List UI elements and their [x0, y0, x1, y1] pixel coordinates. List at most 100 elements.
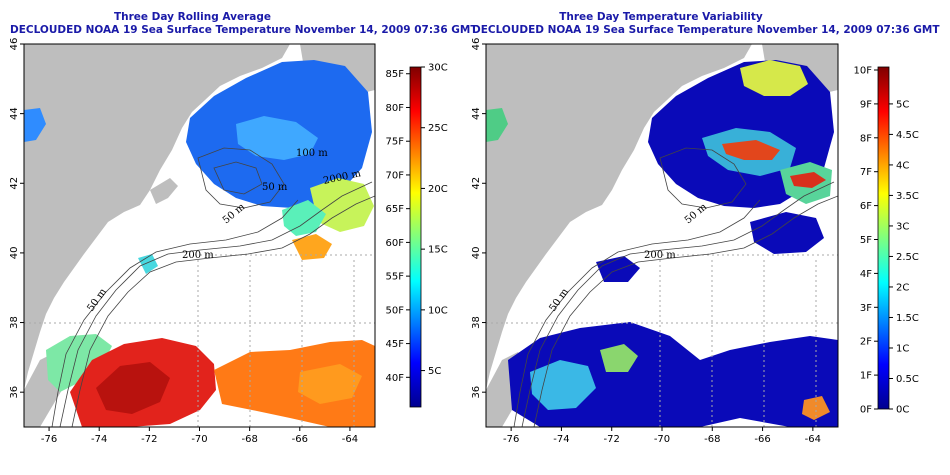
right-var-shelf-blue: [596, 256, 640, 282]
right-map-y-tick-label: 42: [471, 177, 482, 190]
left-map: 100 m 50 m 200 m 2000 m 50 m 50 m -76 -74…: [9, 38, 448, 445]
right-colorbar-c-label: 4C: [896, 160, 909, 171]
right-var-scotian-yellow: [740, 60, 808, 96]
left-colorbar-f-label: 55F: [386, 272, 405, 283]
left-colorbar-f-label: 65F: [386, 204, 405, 215]
right-map-y-tick-label: 40: [471, 247, 482, 260]
right-colorbar-c-label: 0C: [896, 405, 909, 416]
right-map-x-tick-label: -74: [553, 434, 569, 445]
right-colorbar-f-label: 2F: [860, 337, 872, 348]
right-map-x-tick-label: -76: [503, 434, 519, 445]
contour-label-3: 200 m: [182, 250, 214, 261]
right-map-x-tick-label: -64: [805, 434, 821, 445]
right-colorbar-c-label: 2C: [896, 282, 909, 293]
left-sst-slope-yellow: [310, 178, 374, 232]
right-map-x-tick-label: -68: [704, 434, 720, 445]
left-map-y-tick-label: 44: [9, 107, 20, 120]
left-sst-shelf-orange: [292, 234, 332, 260]
left-map-land: [24, 44, 290, 390]
left-map-x-tick-label: -68: [241, 434, 257, 445]
left-map-y-tick-label: 38: [9, 316, 20, 329]
right-colorbar-labels: 10F 9F 8F 7F 6F 5F 4F 3F 2F 1F 0F 5C 4.5C 4C 3.5C 3C 2.5…: [854, 66, 919, 416]
right-map-land: [486, 44, 752, 390]
left-map-x-tick-label: -76: [41, 434, 57, 445]
right-colorbar-c-label: 1C: [896, 343, 909, 354]
right-contour-label-2: 200 m: [644, 250, 676, 261]
right-colorbar-f-label: 9F: [860, 99, 872, 110]
left-map-axes: -76 -74 -72 -70 -68 -66 -64 36 38 40 42 44 46: [9, 38, 358, 445]
left-colorbar-f-label: 40F: [386, 373, 405, 384]
left-colorbar: [409, 66, 422, 408]
right-title-line2: DECLOUDED NOAA 19 Sea Surface Temperatur…: [472, 24, 940, 36]
contour-label-5: 50 m: [262, 182, 288, 193]
right-var-south-orange: [802, 396, 830, 420]
left-colorbar-f-label: 70F: [386, 170, 405, 181]
left-colorbar-f-label: 50F: [386, 305, 405, 316]
left-map-land-cape-cod: [150, 178, 178, 204]
right-colorbar-f-label: 7F: [860, 167, 872, 178]
left-colorbar-f-label: 60F: [386, 238, 405, 249]
right-colorbar-f-label: 6F: [860, 201, 872, 212]
left-map-y-tick-label: 40: [9, 247, 20, 260]
left-sst-offshore-orange: [298, 364, 362, 404]
left-colorbar-c-label: 15C: [428, 245, 448, 256]
right-colorbar-f-label: 8F: [860, 133, 872, 144]
right-colorbar-c-label: 1.5C: [896, 313, 919, 324]
right-colorbar: [877, 66, 890, 410]
left-map-x-tick-label: -72: [141, 434, 157, 445]
left-sst-georges-warm: [236, 116, 318, 160]
right-colorbar-f-label: 0F: [860, 405, 872, 416]
right-map-x-tick-label: -72: [604, 434, 620, 445]
right-title-line1: Three Day Temperature Variability: [559, 11, 763, 23]
left-map-x-tick-label: -70: [191, 434, 207, 445]
left-colorbar-f-label: 45F: [386, 339, 405, 350]
right-map: 50 m 200 m 50 m -76 -74 -72 -70 -68 -66 -64363…: [471, 38, 919, 445]
right-map-x-tick-label: -66: [754, 434, 770, 445]
left-colorbar-c-label: 10C: [428, 305, 448, 316]
left-map-y-tick-label: 42: [9, 177, 20, 190]
right-map-graticule: [486, 254, 838, 427]
left-map-x-tick-label: -74: [91, 434, 107, 445]
right-var-hot-streak: [722, 140, 780, 160]
left-colorbar-c-label: 30C: [428, 63, 448, 74]
right-map-y-tick-label: 46: [471, 38, 482, 51]
left-colorbar-f-label: 80F: [386, 103, 405, 114]
right-map-x-tick-label: -70: [654, 434, 670, 445]
left-title-line1: Three Day Rolling Average: [113, 11, 272, 23]
right-colorbar-f-label: 1F: [860, 371, 872, 382]
right-colorbar-f-label: 10F: [854, 66, 873, 77]
left-colorbar-f-label: 75F: [386, 137, 405, 148]
left-map-y-tick-label: 36: [9, 386, 20, 399]
left-colorbar-c-label: 20C: [428, 184, 448, 195]
right-colorbar-f-label: 4F: [860, 269, 872, 280]
contour-label-1: 100 m: [296, 148, 328, 159]
left-colorbar-labels: 85F 80F 75F 70F 65F 60F 55F 50F 45F 40F 30C 25C 20C 1…: [386, 63, 448, 384]
left-colorbar-f-label: 85F: [386, 69, 405, 80]
right-colorbar-c-label: 5C: [896, 99, 909, 110]
right-map-bathymetry: [513, 147, 838, 427]
right-colorbar-c-label: 0.5C: [896, 374, 919, 385]
left-map-x-tick-label: -64: [342, 434, 358, 445]
left-map-graticule: [24, 254, 375, 427]
right-colorbar-f-label: 3F: [860, 303, 872, 314]
right-var-scotia-west: [486, 108, 508, 142]
right-var-south-speckle: [600, 344, 638, 372]
left-sst-gulf-stream-core: [96, 362, 170, 414]
left-sst-nj-cyan: [138, 254, 158, 274]
left-map-title: Three Day Rolling Average DECLOUDED NOAA…: [10, 11, 478, 37]
right-map-y-tick-label: 44: [471, 107, 482, 120]
left-sst-east-orange: [214, 340, 375, 427]
left-map-x-tick-label: -66: [292, 434, 308, 445]
right-colorbar-f-label: 5F: [860, 235, 872, 246]
right-map-title: Three Day Temperature Variability DECLOU…: [472, 11, 940, 37]
right-colorbar-c-label: 4.5C: [896, 130, 919, 141]
right-colorbar-c-label: 3.5C: [896, 191, 919, 202]
left-title-line2: DECLOUDED NOAA 19 Sea Surface Temperatur…: [10, 24, 478, 36]
left-map-y-tick-label: 46: [9, 38, 20, 51]
left-sst-slope-green: [282, 200, 326, 236]
left-colorbar-c-label: 5C: [428, 366, 441, 377]
left-sst-scotia-blue: [24, 108, 46, 142]
right-colorbar-c-label: 3C: [896, 221, 909, 232]
right-var-slope-blue: [750, 212, 824, 254]
